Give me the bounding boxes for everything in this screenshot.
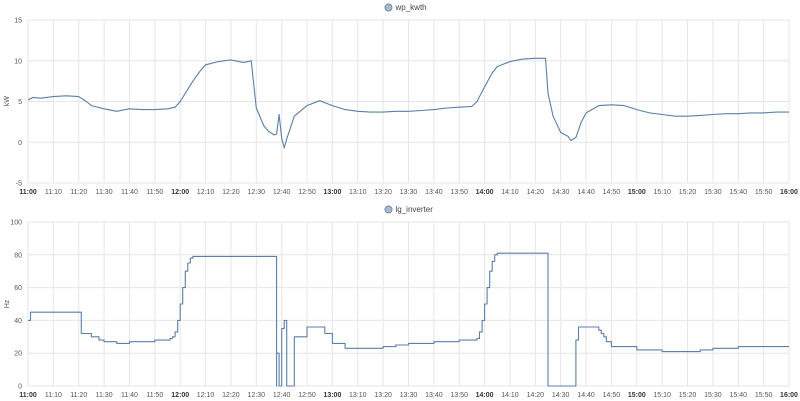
y-tick-label: 0 xyxy=(18,384,22,391)
x-tick-label: 13:20 xyxy=(374,392,392,399)
x-tick-label: 15:00 xyxy=(628,189,646,196)
x-tick-label: 14:20 xyxy=(527,189,545,196)
x-tick-label: 14:40 xyxy=(577,189,595,196)
x-tick-label: 11:40 xyxy=(121,189,138,196)
x-tick-label: 15:50 xyxy=(755,189,773,196)
x-tick-label: 15:50 xyxy=(755,392,773,399)
x-tick-label: 11:50 xyxy=(146,392,163,399)
y-tick-label: 10 xyxy=(14,58,22,65)
y-tick-label: 0 xyxy=(18,140,22,147)
x-tick-label: 13:30 xyxy=(400,189,418,196)
x-tick-label: 13:10 xyxy=(349,392,367,399)
x-tick-label: 15:10 xyxy=(653,189,671,196)
legend-marker xyxy=(384,3,393,12)
chart-panel-1: 11:00 11:10 11:20 11:30 11:40 11:50 12:00 12:10… xyxy=(4,3,798,196)
x-tick-label: 11:00 xyxy=(19,392,37,399)
x-tick-label: 12:20 xyxy=(222,392,240,399)
x-tick-label: 15:10 xyxy=(653,392,671,399)
x-tick-label: 15:30 xyxy=(704,392,722,399)
x-tick-label: 11:20 xyxy=(70,392,87,399)
x-tick-label: 15:20 xyxy=(679,392,697,399)
x-tick-label: 15:30 xyxy=(704,189,722,196)
x-tick-label: 15:40 xyxy=(730,392,748,399)
x-tick-label: 13:40 xyxy=(425,392,443,399)
x-tick-label: 13:30 xyxy=(400,392,418,399)
x-tick-label: 12:10 xyxy=(197,189,215,196)
x-tick-label: 13:10 xyxy=(349,189,367,196)
x-tick-label: 14:50 xyxy=(603,189,621,196)
x-tick-label: 12:40 xyxy=(273,189,291,196)
x-tick-label: 14:20 xyxy=(527,392,545,399)
x-tick-label: 14:50 xyxy=(603,392,621,399)
y-tick-label: 40 xyxy=(14,318,22,325)
x-tick-label: 12:50 xyxy=(298,189,316,196)
x-tick-label: 15:00 xyxy=(628,392,646,399)
x-tick-label: 14:10 xyxy=(501,189,519,196)
series-line-wp_kwth xyxy=(27,57,789,149)
x-tick-label: 11:30 xyxy=(96,189,113,196)
x-tick-label: 13:50 xyxy=(450,392,468,399)
x-tick-label: 12:00 xyxy=(171,189,189,196)
legend-marker xyxy=(384,205,393,214)
y-tick-label: 80 xyxy=(14,252,22,259)
x-tick-label: 12:00 xyxy=(171,392,189,399)
x-tick-label: 11:00 xyxy=(19,189,37,196)
x-tick-label: 16:00 xyxy=(780,189,798,196)
y-tick-label: 60 xyxy=(14,285,22,292)
x-tick-label: 16:00 xyxy=(780,392,798,399)
x-tick-label: 12:30 xyxy=(248,189,266,196)
series-line-lg_inverter xyxy=(28,252,789,387)
y-tick-label: 15 xyxy=(14,18,22,25)
x-tick-label: 14:00 xyxy=(476,189,494,196)
x-tick-label: 12:50 xyxy=(298,392,316,399)
y-tick-label: -5 xyxy=(16,181,22,188)
y-axis-unit-label: kW xyxy=(4,96,11,107)
x-tick-label: 13:40 xyxy=(425,189,443,196)
x-tick-label: 11:30 xyxy=(96,392,113,399)
x-tick-label: 14:10 xyxy=(501,392,519,399)
x-tick-label: 13:00 xyxy=(323,189,341,196)
y-tick-label: 5 xyxy=(18,99,22,106)
x-tick-label: 15:40 xyxy=(730,189,748,196)
x-tick-label: 12:40 xyxy=(273,392,291,399)
x-tick-label: 14:30 xyxy=(552,189,570,196)
y-tick-label: 100 xyxy=(10,220,22,227)
chart-panel-2: 11:00 11:10 11:20 11:30 11:40 11:50 12:00 12:10… xyxy=(4,205,798,399)
legend-label: wp_kwth xyxy=(395,3,427,12)
x-tick-label: 13:20 xyxy=(374,189,392,196)
x-tick-label: 11:50 xyxy=(146,189,163,196)
x-tick-label: 14:30 xyxy=(552,392,570,399)
x-tick-label: 12:30 xyxy=(248,392,266,399)
x-tick-label: 12:20 xyxy=(222,189,240,196)
x-tick-label: 13:50 xyxy=(450,189,468,196)
x-tick-label: 11:20 xyxy=(70,189,87,196)
x-tick-label: 14:40 xyxy=(577,392,595,399)
x-tick-label: 11:10 xyxy=(45,189,62,196)
x-tick-label: 11:10 xyxy=(45,392,62,399)
x-tick-label: 15:20 xyxy=(679,189,697,196)
x-tick-label: 12:10 xyxy=(197,392,215,399)
y-axis-unit-label: Hz xyxy=(4,299,11,308)
x-tick-label: 11:40 xyxy=(121,392,138,399)
legend-label: lg_inverter xyxy=(396,205,434,214)
x-tick-label: 14:00 xyxy=(476,392,494,399)
x-tick-label: 13:00 xyxy=(323,392,341,399)
y-tick-label: 20 xyxy=(14,351,22,358)
